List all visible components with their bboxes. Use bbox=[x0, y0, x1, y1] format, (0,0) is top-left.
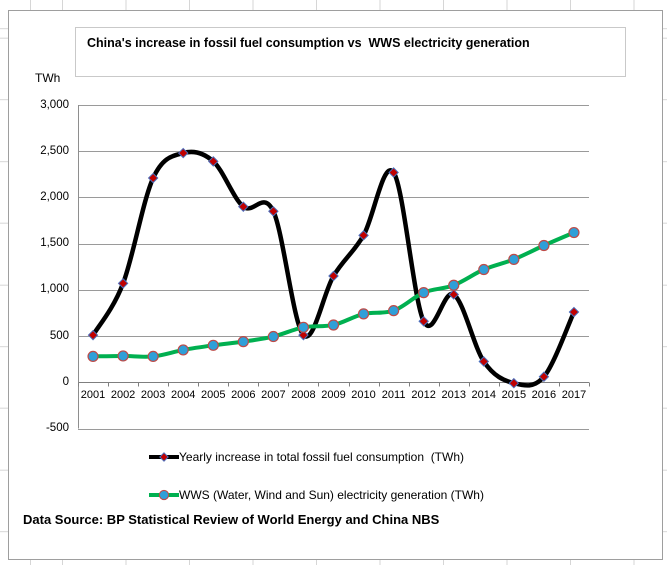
data-point-marker-wws[interactable] bbox=[568, 226, 580, 239]
x-axis-label: 2010 bbox=[351, 389, 376, 401]
data-point-marker-fossil[interactable] bbox=[508, 377, 520, 389]
data-point-marker-fossil[interactable] bbox=[358, 230, 369, 241]
data-point-marker-fossil[interactable] bbox=[298, 329, 309, 341]
data-point-marker-fossil[interactable] bbox=[268, 205, 279, 217]
data-point-marker-wws[interactable] bbox=[267, 330, 279, 343]
x-axis-label: 2016 bbox=[531, 389, 557, 401]
x-axis-label: 2002 bbox=[110, 389, 136, 401]
data-point-marker-fossil[interactable] bbox=[147, 172, 159, 184]
data-point-marker-fossil[interactable] bbox=[328, 270, 339, 282]
data-point-marker-fossil[interactable] bbox=[207, 156, 219, 167]
x-axis-label: 2007 bbox=[261, 389, 286, 401]
y-axis-tick-label: -500 bbox=[45, 422, 69, 434]
x-axis-label: 2003 bbox=[140, 389, 166, 401]
x-axis-label: 2005 bbox=[201, 389, 226, 401]
data-point-marker-wws[interactable] bbox=[207, 339, 219, 351]
x-axis-label: 2008 bbox=[291, 389, 316, 401]
data-point-marker-fossil[interactable] bbox=[238, 201, 249, 212]
legend-item-fossil[interactable]: Yearly increase in total fossil fuel con… bbox=[149, 448, 464, 466]
data-point-marker-fossil[interactable] bbox=[388, 167, 399, 178]
data-point-marker-fossil[interactable] bbox=[478, 356, 490, 367]
chart-canvas[interactable]: China's increase in fossil fuel consumpt… bbox=[8, 10, 663, 560]
plot-area bbox=[78, 105, 590, 430]
data-point-marker-wws[interactable] bbox=[448, 279, 460, 291]
x-axis-label: 2009 bbox=[321, 389, 346, 401]
y-axis-tick-label: 2,000 bbox=[40, 190, 69, 203]
chart-title-box[interactable]: China's increase in fossil fuel consumpt… bbox=[75, 27, 626, 77]
legend-marker-diamond-icon bbox=[149, 452, 179, 462]
x-axis-label: 2004 bbox=[170, 389, 196, 401]
data-point-marker-wws[interactable] bbox=[538, 239, 550, 252]
x-axis-label: 2001 bbox=[80, 389, 106, 401]
data-point-marker-wws[interactable] bbox=[478, 263, 490, 276]
y-axis-tick-label: 0 bbox=[62, 375, 69, 388]
x-axis-label: 2011 bbox=[381, 389, 406, 401]
series-line-wws[interactable] bbox=[91, 230, 576, 359]
legend-label: Yearly increase in total fossil fuel con… bbox=[179, 450, 465, 464]
data-point-marker-fossil[interactable] bbox=[87, 329, 99, 341]
series-line-fossil[interactable] bbox=[90, 149, 577, 388]
data-point-marker-fossil[interactable] bbox=[448, 289, 460, 300]
x-axis-label: 2006 bbox=[231, 389, 256, 401]
x-axis-label: 2014 bbox=[471, 389, 497, 401]
y-axis-tick-label: 500 bbox=[49, 329, 69, 342]
data-point-marker-fossil[interactable] bbox=[568, 306, 580, 318]
x-axis-label: 2017 bbox=[561, 389, 587, 401]
data-point-marker-wws[interactable] bbox=[117, 350, 129, 362]
data-point-marker-wws[interactable] bbox=[87, 350, 99, 363]
data-source-text: Data Source: BP Statistical Review of Wo… bbox=[23, 512, 440, 527]
y-axis-tick-label: 1,500 bbox=[40, 237, 69, 250]
data-point-marker-fossil[interactable] bbox=[177, 147, 189, 159]
x-axis-label: 2013 bbox=[441, 389, 466, 401]
data-point-marker-wws[interactable] bbox=[147, 350, 159, 363]
y-axis-tick-label: 3,000 bbox=[40, 98, 69, 111]
data-point-marker-fossil[interactable] bbox=[117, 278, 129, 289]
y-axis-unit-label: TWh bbox=[35, 71, 61, 85]
data-point-marker-wws[interactable] bbox=[357, 308, 370, 320]
y-axis-tick-label: 1,000 bbox=[40, 283, 69, 296]
data-point-marker-wws[interactable] bbox=[418, 287, 430, 299]
legend-item-wws[interactable]: WWS (Water, Wind and Sun) electricity ge… bbox=[149, 486, 484, 504]
legend-marker-circle-icon bbox=[149, 489, 179, 501]
data-point-marker-wws[interactable] bbox=[327, 319, 340, 331]
data-point-marker-wws[interactable] bbox=[237, 336, 249, 348]
x-axis-label: 2015 bbox=[501, 389, 527, 401]
y-axis-tick-label: 2,500 bbox=[40, 144, 69, 157]
data-point-marker-wws[interactable] bbox=[177, 344, 189, 356]
data-point-marker-wws[interactable] bbox=[297, 321, 310, 333]
data-point-marker-fossil[interactable] bbox=[538, 371, 550, 383]
legend-label: WWS (Water, Wind and Sun) electricity ge… bbox=[179, 488, 484, 502]
data-point-marker-wws[interactable] bbox=[388, 305, 400, 317]
data-point-marker-fossil[interactable] bbox=[418, 315, 429, 327]
chart-title: China's increase in fossil fuel consumpt… bbox=[87, 36, 530, 50]
data-point-marker-wws[interactable] bbox=[508, 253, 520, 265]
x-axis-label: 2012 bbox=[411, 389, 436, 401]
